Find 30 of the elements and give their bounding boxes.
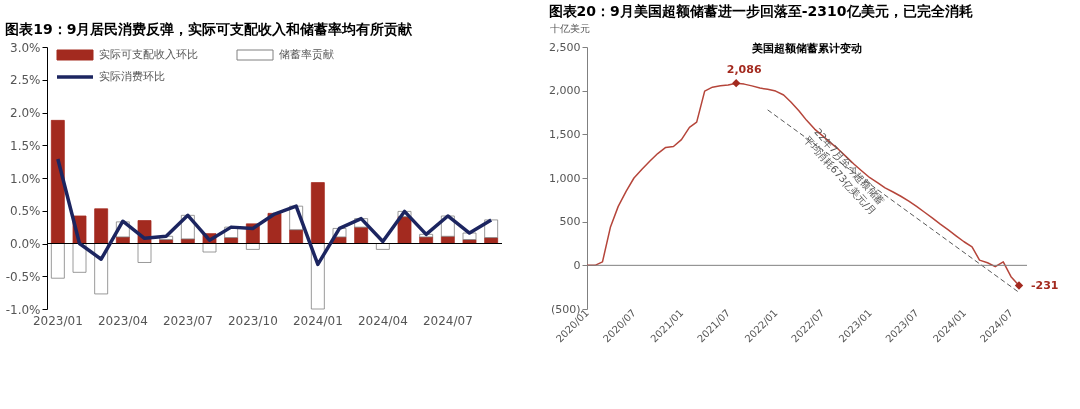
legend-label: 实际消费环比: [99, 70, 165, 83]
annotation: 2,086: [726, 63, 762, 77]
x-tick-label: 2023/07: [162, 313, 213, 328]
x-tick-label: 2024/07: [422, 313, 473, 328]
y-tick-label: 3.0%: [10, 40, 41, 55]
chart-title: 图表19：9月居民消费反弹，实际可支配收入和储蓄率均有所贡献: [5, 21, 414, 37]
x-tick-label: 2023/10: [227, 313, 278, 328]
legend-label: 储蓄率贡献: [279, 48, 334, 61]
annotation: 22年7月至今超额储蓄 平均消耗673亿美元/月: [801, 126, 887, 218]
y-tick-label: 0.5%: [10, 204, 41, 219]
x-tick-label: 2024/01: [292, 313, 343, 328]
y-tick-label: 2.0%: [10, 106, 41, 120]
y-tick-label: 1.5%: [10, 138, 41, 153]
chart-subtitle: 美国超额储蓄累计变动: [751, 42, 862, 55]
y-tick-label: 1,500: [549, 127, 581, 141]
y-axis-title: 十亿美元: [549, 22, 590, 34]
y-tick-label: 1.0%: [10, 171, 41, 186]
y-tick-label: 2.5%: [10, 73, 41, 88]
y-tick-label: -0.5%: [5, 269, 41, 284]
y-tick-label: 2,000: [549, 84, 581, 98]
annotation: -231: [1031, 278, 1059, 292]
y-tick-label: 1,000: [549, 171, 581, 185]
y-tick-label: 0.0%: [10, 237, 41, 251]
y-tick-label: 500: [559, 215, 581, 229]
x-tick-label: 2023/04: [97, 313, 148, 328]
y-tick-label: 0: [573, 258, 581, 272]
x-tick-label: 2024/04: [357, 313, 408, 328]
y-tick-label: 2,500: [549, 40, 581, 54]
legend-label: 实际可支配收入环比: [99, 48, 198, 61]
chart-title: 图表20：9月美国超额储蓄进一步回落至-2310亿美元，已完全消耗: [548, 3, 973, 19]
